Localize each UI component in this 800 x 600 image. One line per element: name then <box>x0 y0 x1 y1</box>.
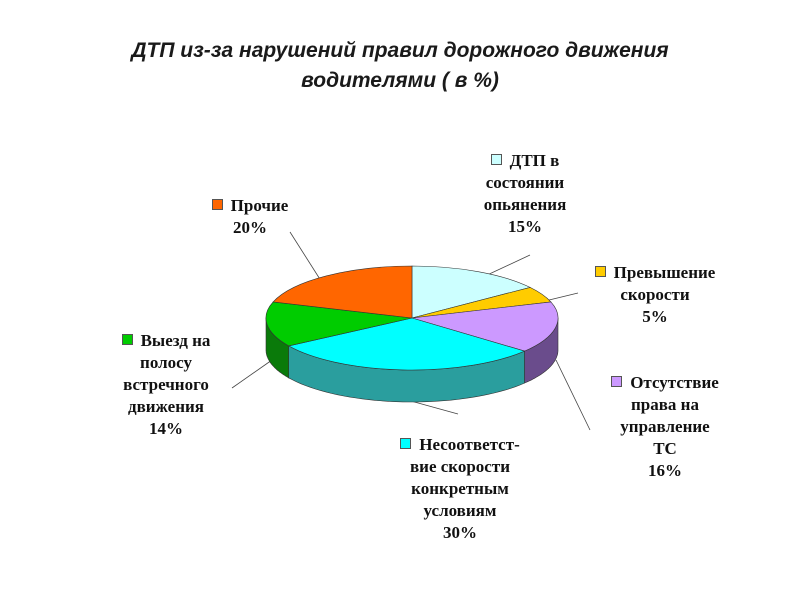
slice-label-line: ДТП в <box>460 150 590 172</box>
slice-label-line: состоянии <box>460 172 590 194</box>
legend-swatch <box>490 154 502 165</box>
slice-label-line: управление <box>590 416 740 438</box>
slice-label-line: Прочие <box>190 195 310 217</box>
slice-label-1: ДТП в состоянии опьянения 15% <box>460 150 590 238</box>
pie-slice-6 <box>272 265 413 319</box>
slice-value-label: 20% <box>233 218 267 237</box>
slice-label-text: условиям <box>423 501 497 520</box>
chart-title-line-1: ДТП из-за нарушений правил дорожного дви… <box>131 39 669 62</box>
legend-swatch <box>594 266 606 277</box>
slice-label-line: права на <box>590 394 740 416</box>
slice-label-text: полосу <box>140 353 192 372</box>
pie-slice-3 <box>411 301 559 352</box>
legend-swatch <box>611 376 623 387</box>
slice-label-text: движения <box>127 397 204 416</box>
pie-slice-4 <box>287 317 526 371</box>
slice-value-label: 5% <box>642 307 668 326</box>
slice-label-text: Отсутствие <box>630 373 719 392</box>
slice-label-2: Превышение скорости 5% <box>580 262 730 328</box>
slice-label-text: конкретным <box>411 479 509 498</box>
slice-label-line: Превышение <box>580 262 730 284</box>
slice-label-line: движения <box>96 396 236 418</box>
slice-label-line: Несоответст- <box>380 434 540 456</box>
slice-label-6: Прочие 20% <box>190 195 310 239</box>
slice-label-text: Несоответст- <box>419 435 520 454</box>
slice-label-text: Прочие <box>230 196 289 215</box>
slice-label-4: Несоответст-вие скорости конкретным услови… <box>380 434 540 544</box>
slice-label-text: Выезд на <box>140 331 211 350</box>
slice-label-line: вие скорости <box>380 456 540 478</box>
slice-label-line: условиям <box>380 500 540 522</box>
slice-label-text: ДТП в <box>509 151 560 170</box>
slice-value-label: 16% <box>648 461 682 480</box>
slice-label-text: опьянения <box>483 195 567 214</box>
slice-label-text: скорости <box>620 285 690 304</box>
slice-label-text: встречного <box>123 375 209 394</box>
slice-label-text: управление <box>620 417 710 436</box>
slice-label-text: состоянии <box>485 173 565 192</box>
slice-label-text: права на <box>631 395 699 414</box>
slice-label-text: Превышение <box>613 263 716 282</box>
slice-label-line: ТС <box>590 438 740 460</box>
slice-label-line: конкретным <box>380 478 540 500</box>
slice-label-5: Выезд на полосу встречного движения 14% <box>96 330 236 440</box>
legend-swatch <box>121 334 133 345</box>
slice-label-line: Отсутствие <box>590 372 740 394</box>
slice-value-label: 30% <box>443 523 477 542</box>
slice-label-text: ТС <box>653 439 677 458</box>
leader-line-2 <box>544 292 579 302</box>
slice-label-line: встречного <box>96 374 236 396</box>
slice-label-line: скорости <box>580 284 730 306</box>
pie-slice-5 <box>265 301 413 347</box>
slice-label-3: Отсутствие права на управление ТС 16% <box>590 372 740 482</box>
slice-value-label: 15% <box>508 217 542 236</box>
slice-label-text: вие скорости <box>409 457 511 476</box>
leader-line-3 <box>555 359 591 431</box>
pie-slice-1 <box>411 265 531 319</box>
pie-slices <box>265 265 559 371</box>
slice-value-label: 14% <box>149 419 183 438</box>
legend-swatch <box>211 199 223 210</box>
leader-line-5 <box>231 359 273 389</box>
legend-swatch <box>400 438 412 449</box>
slice-label-line: опьянения <box>460 194 590 216</box>
slice-label-line: Выезд на <box>96 330 236 352</box>
slice-label-line: полосу <box>96 352 236 374</box>
chart-title: ДТП из-за нарушений правил дорожного дви… <box>0 36 800 96</box>
chart-title-line-2: водителями ( в %) <box>301 69 499 92</box>
